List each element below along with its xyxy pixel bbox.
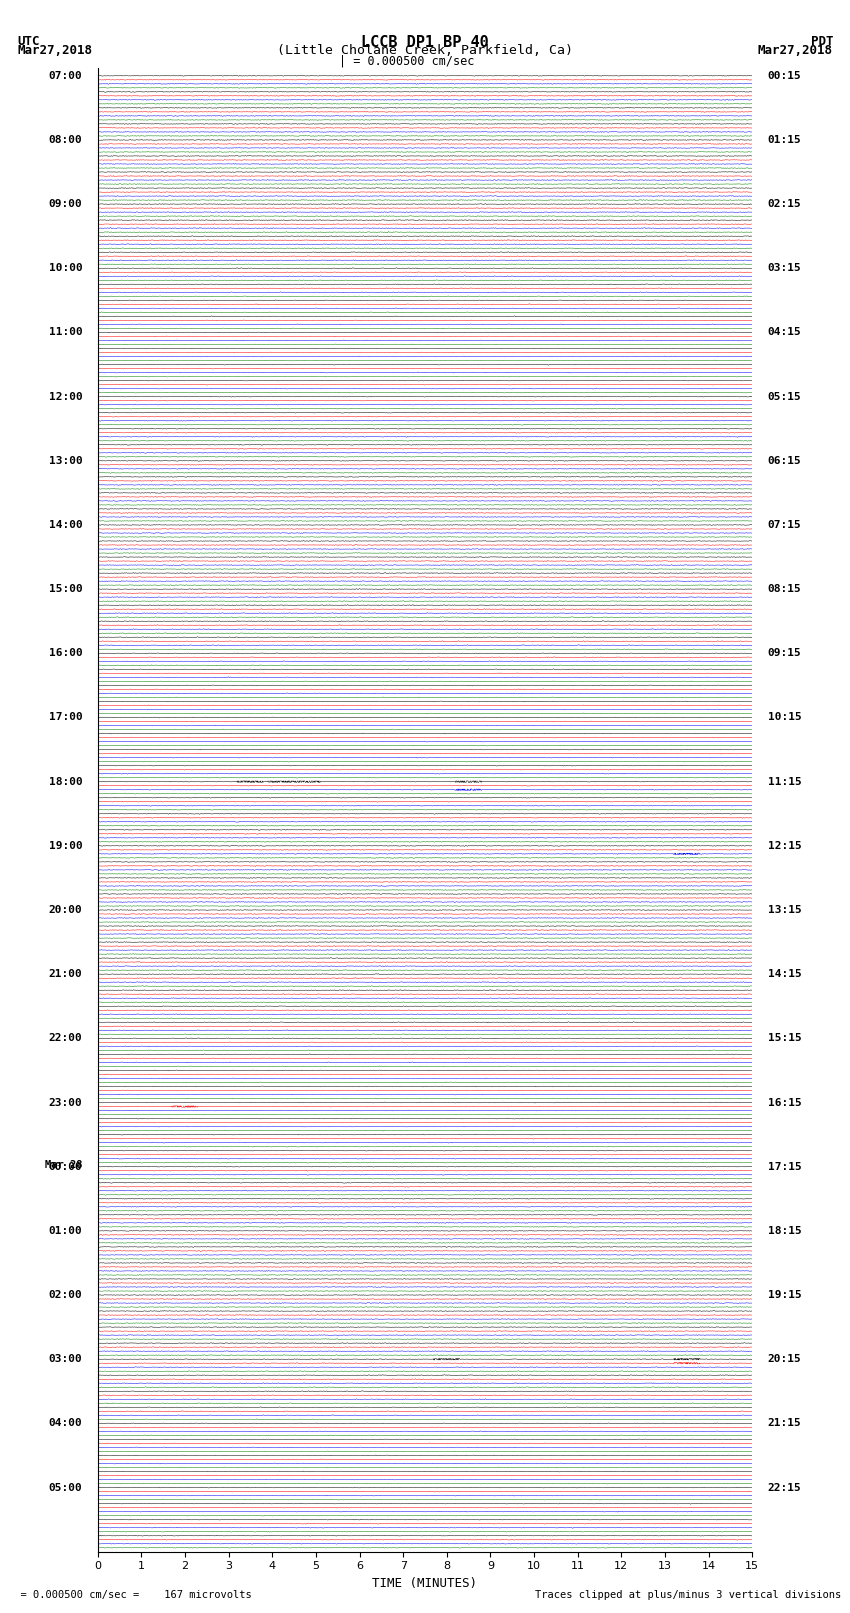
Text: = 0.000500 cm/sec =    167 microvolts: = 0.000500 cm/sec = 167 microvolts	[8, 1590, 252, 1600]
Text: 18:00: 18:00	[48, 776, 82, 787]
Text: 01:15: 01:15	[768, 135, 802, 145]
Text: 18:15: 18:15	[768, 1226, 802, 1236]
Text: 09:15: 09:15	[768, 648, 802, 658]
Text: 04:00: 04:00	[48, 1418, 82, 1429]
Text: 13:00: 13:00	[48, 456, 82, 466]
Text: 07:00: 07:00	[48, 71, 82, 81]
Text: (Little Cholane Creek, Parkfield, Ca): (Little Cholane Creek, Parkfield, Ca)	[277, 44, 573, 58]
Text: | = 0.000500 cm/sec: | = 0.000500 cm/sec	[338, 53, 474, 68]
Text: 20:15: 20:15	[768, 1355, 802, 1365]
Text: 08:15: 08:15	[768, 584, 802, 594]
Text: 08:00: 08:00	[48, 135, 82, 145]
Text: 13:15: 13:15	[768, 905, 802, 915]
Text: 12:00: 12:00	[48, 392, 82, 402]
Text: 02:00: 02:00	[48, 1290, 82, 1300]
Text: 19:15: 19:15	[768, 1290, 802, 1300]
Text: 15:00: 15:00	[48, 584, 82, 594]
Text: 12:15: 12:15	[768, 840, 802, 850]
Text: 02:15: 02:15	[768, 198, 802, 210]
X-axis label: TIME (MINUTES): TIME (MINUTES)	[372, 1578, 478, 1590]
Text: 21:00: 21:00	[48, 969, 82, 979]
Text: 10:15: 10:15	[768, 713, 802, 723]
Text: 10:00: 10:00	[48, 263, 82, 273]
Text: 05:00: 05:00	[48, 1482, 82, 1492]
Text: 21:15: 21:15	[768, 1418, 802, 1429]
Text: 16:00: 16:00	[48, 648, 82, 658]
Text: 14:00: 14:00	[48, 519, 82, 531]
Text: 09:00: 09:00	[48, 198, 82, 210]
Text: PDT: PDT	[811, 35, 833, 48]
Text: 00:15: 00:15	[768, 71, 802, 81]
Text: 16:15: 16:15	[768, 1097, 802, 1108]
Text: 00:00: 00:00	[48, 1161, 82, 1171]
Text: 22:15: 22:15	[768, 1482, 802, 1492]
Text: 17:15: 17:15	[768, 1161, 802, 1171]
Text: 03:00: 03:00	[48, 1355, 82, 1365]
Text: 01:00: 01:00	[48, 1226, 82, 1236]
Text: 14:15: 14:15	[768, 969, 802, 979]
Text: 04:15: 04:15	[768, 327, 802, 337]
Text: 06:15: 06:15	[768, 456, 802, 466]
Text: 20:00: 20:00	[48, 905, 82, 915]
Text: LCCB DP1 BP 40: LCCB DP1 BP 40	[361, 35, 489, 50]
Text: UTC: UTC	[17, 35, 39, 48]
Text: 07:15: 07:15	[768, 519, 802, 531]
Text: Mar27,2018: Mar27,2018	[758, 44, 833, 58]
Text: 22:00: 22:00	[48, 1034, 82, 1044]
Text: 15:15: 15:15	[768, 1034, 802, 1044]
Text: Mar 28: Mar 28	[45, 1160, 82, 1169]
Text: 03:15: 03:15	[768, 263, 802, 273]
Text: 11:15: 11:15	[768, 776, 802, 787]
Text: 23:00: 23:00	[48, 1097, 82, 1108]
Text: Mar27,2018: Mar27,2018	[17, 44, 92, 58]
Text: 05:15: 05:15	[768, 392, 802, 402]
Text: 17:00: 17:00	[48, 713, 82, 723]
Text: 19:00: 19:00	[48, 840, 82, 850]
Text: Traces clipped at plus/minus 3 vertical divisions: Traces clipped at plus/minus 3 vertical …	[536, 1590, 842, 1600]
Text: 11:00: 11:00	[48, 327, 82, 337]
